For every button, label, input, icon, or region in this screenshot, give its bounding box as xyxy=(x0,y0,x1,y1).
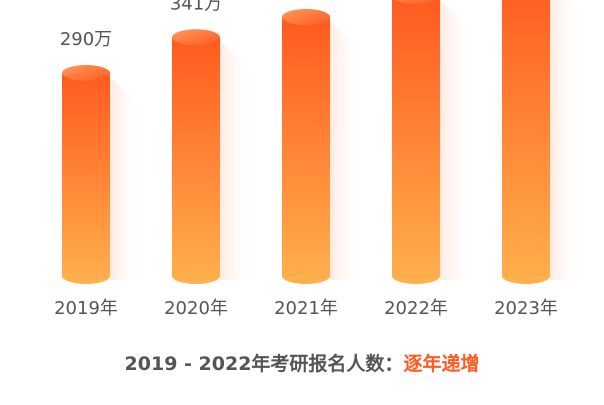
bar-cap xyxy=(62,65,110,81)
bar-shadow xyxy=(550,0,584,280)
data-label: 341万 xyxy=(170,0,222,14)
tick-label: 2021年 xyxy=(274,298,338,319)
tick-label: 2019年 xyxy=(54,298,118,319)
bar-2020年 xyxy=(172,37,220,284)
bar-shadow xyxy=(220,41,254,280)
caption-main: 2019 - 2022年考研报名人数： xyxy=(124,353,404,375)
bar-cap xyxy=(172,29,220,46)
bar-2023年 xyxy=(502,0,550,284)
chart-caption: 2019 - 2022年考研报名人数：逐年递增 xyxy=(0,349,604,376)
bar-shadow xyxy=(330,21,364,280)
caption-highlight: 逐年递增 xyxy=(403,353,480,375)
tick-label: 2023年 xyxy=(494,298,558,319)
bar-shadow xyxy=(110,77,144,280)
bar-2021年 xyxy=(282,17,330,284)
bar-2019年 xyxy=(62,73,110,284)
bar-cap xyxy=(282,9,330,25)
tick-label: 2022年 xyxy=(384,298,448,319)
bar-shadow xyxy=(440,0,474,280)
data-label: 290万 xyxy=(60,29,112,50)
bar-cap xyxy=(395,0,437,4)
bar-2022年 xyxy=(392,0,440,284)
tick-label: 2020年 xyxy=(164,298,228,319)
